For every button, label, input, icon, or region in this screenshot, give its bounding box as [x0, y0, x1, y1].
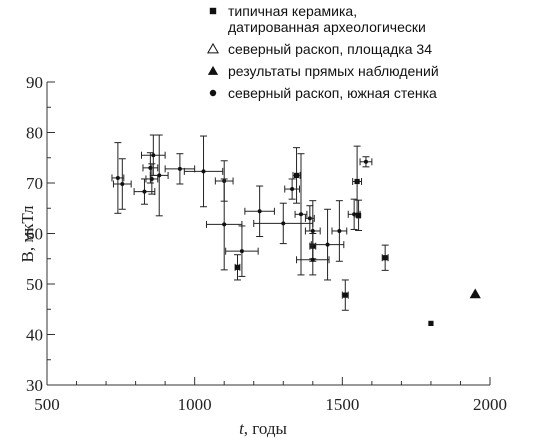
data-point-circle: [142, 189, 147, 194]
data-point-circle: [239, 249, 244, 254]
data-point-square: [342, 292, 348, 298]
data-point-circle: [310, 228, 315, 233]
y-axis-title: B, мкТл: [18, 205, 37, 262]
data-point-circle: [120, 182, 125, 187]
data-point-group: [149, 134, 169, 217]
data-point-group: [233, 254, 241, 281]
data-point-circle: [298, 212, 303, 217]
data-point-circle: [281, 221, 286, 226]
legend-item: типичная керамика,датированная археологи…: [209, 3, 426, 35]
legend-label: датированная археологически: [228, 19, 426, 35]
data-point-circle: [157, 173, 162, 178]
y-tick-label: 50: [26, 275, 43, 294]
data-point-triangle-filled: [469, 288, 481, 299]
data-point-circle: [115, 175, 120, 180]
x-tick-label: 500: [34, 395, 60, 414]
data-point-circle: [363, 159, 368, 164]
data-point-circle: [257, 209, 262, 214]
data-point-square: [293, 172, 300, 179]
data-point-group: [331, 200, 348, 262]
plot-area: [111, 134, 481, 326]
y-tick-label: 80: [26, 124, 43, 143]
x-tick-label: 2000: [473, 395, 507, 414]
y-tick-label: 40: [26, 326, 43, 345]
data-point-circle: [222, 222, 227, 227]
legend-marker-circle: [209, 89, 217, 97]
data-point-group: [296, 244, 330, 276]
data-point-group: [183, 135, 224, 208]
data-point-group: [111, 142, 125, 214]
data-point-circle: [307, 216, 312, 221]
legend-marker-square: [209, 7, 217, 15]
data-point-group: [164, 153, 196, 185]
data-point-square: [428, 320, 434, 326]
x-axis-title: t, годы: [239, 419, 287, 438]
axes: 500 1000 1500 2000 30 40 50 60 70 80 90: [26, 73, 507, 414]
data-point-group: [310, 208, 345, 281]
legend-label: северный раскоп, южная стенка: [228, 85, 437, 101]
legend-label: северный раскоп, площадка 34: [228, 41, 432, 57]
data-point-group: [381, 244, 389, 271]
data-point-group: [112, 158, 132, 210]
legend-marker-triangle-filled: [207, 65, 219, 75]
data-point-circle: [352, 212, 357, 217]
data-point-circle: [201, 169, 206, 174]
y-tick-label: 60: [26, 225, 43, 244]
y-tick-label: 30: [26, 376, 43, 395]
x-axis-title-var: t: [239, 419, 245, 438]
x-tick-label: 1000: [178, 395, 212, 414]
data-point-circle: [310, 257, 315, 262]
y-tick-label: 70: [26, 174, 43, 193]
data-point-circle: [325, 242, 330, 247]
data-point-group: [141, 134, 166, 176]
legend: типичная керамика,датированная археологи…: [207, 3, 439, 101]
legend-label: типичная керамика,: [228, 3, 357, 19]
legend-marker-triangle-open: [207, 42, 219, 54]
data-point-group: [225, 225, 259, 277]
legend-item: результаты прямых наблюдений: [207, 63, 439, 79]
data-point-group: [253, 202, 314, 245]
data-point-square: [354, 178, 360, 185]
data-point-circle: [151, 153, 156, 158]
data-point-group: [294, 153, 308, 276]
data-point-circle: [337, 228, 342, 233]
data-point-group: [428, 320, 434, 326]
data-point-group: [341, 279, 349, 311]
x-tick-label: 1500: [325, 395, 359, 414]
legend-label: результаты прямых наблюдений: [228, 63, 439, 79]
y-tick-label: 90: [26, 73, 43, 92]
data-point-square: [355, 212, 362, 218]
data-point-square: [382, 255, 388, 261]
data-point-group: [205, 178, 243, 271]
data-point-circle: [290, 187, 295, 192]
legend-item: северный раскоп, южная стенка: [209, 85, 437, 101]
x-axis-title-unit: , годы: [244, 419, 288, 438]
data-point-group: [469, 288, 481, 299]
data-point-group: [292, 147, 301, 204]
data-point-square: [234, 264, 241, 270]
data-point-circle: [177, 166, 182, 171]
data-point-group: [359, 156, 373, 168]
legend-item: северный раскоп, площадка 34: [207, 41, 432, 57]
data-point-group: [244, 185, 275, 238]
data-point-group: [355, 199, 363, 231]
